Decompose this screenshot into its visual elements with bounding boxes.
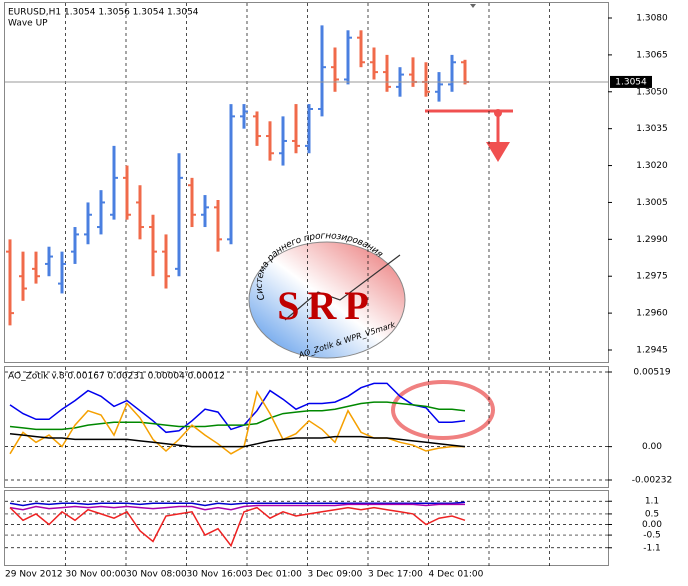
panel-title: AO_Zotik v.8 0.00167 0.00231 0.00004 0.0… xyxy=(8,372,225,382)
x-tick-label: 4 Dec 01:00 xyxy=(429,570,484,580)
y-tick-label: 0.00 xyxy=(642,520,662,530)
signal-arrow xyxy=(425,109,513,162)
shift-marker xyxy=(470,4,476,8)
y-tick-label: -0.5 xyxy=(643,531,661,541)
y-tick-label: 1.3020 xyxy=(636,161,668,171)
y-tick-label: -0.00232 xyxy=(632,476,672,486)
logo-title: SRP xyxy=(277,283,377,328)
x-tick-label: 30 Nov 08:00 xyxy=(126,570,187,580)
y-tick-label: 1.3080 xyxy=(636,14,668,24)
y-tick-label: 1.1 xyxy=(645,497,659,507)
x-tick-label: 3 Dec 17:00 xyxy=(368,570,423,580)
last-price-box xyxy=(610,75,652,88)
y-tick-label: 1.3035 xyxy=(636,124,668,134)
x-tick-label: 29 Nov 2012 xyxy=(5,570,63,580)
series-line xyxy=(9,501,466,507)
last-price-label: 1.3054 xyxy=(615,77,647,87)
y-tick-label: 0.00 xyxy=(642,442,662,452)
y-tick-label: -1.1 xyxy=(643,543,661,553)
y-tick-label: 0.00519 xyxy=(633,368,670,378)
panel-frames xyxy=(4,2,609,566)
series-line xyxy=(9,382,466,434)
x-tick-label: 3 Dec 09:00 xyxy=(308,570,363,580)
panel-title: EURUSD,H1 1.3054 1.3056 1.3054 1.3054 xyxy=(8,8,199,18)
series-line xyxy=(9,432,466,448)
highlight-ellipse xyxy=(391,380,495,440)
y-tick-label: 1.3005 xyxy=(636,198,668,208)
logo: Система раннего прогнозирования SRP AO_Z… xyxy=(248,231,406,360)
y-tick-label: 0.5 xyxy=(645,509,659,519)
series-line xyxy=(9,506,466,548)
y-tick-label: 1.2945 xyxy=(636,346,668,356)
y-tick-label: 1.3050 xyxy=(636,87,668,97)
series-line xyxy=(9,503,465,511)
series-line xyxy=(9,401,466,431)
y-tick-label: 1.2975 xyxy=(636,272,668,282)
y-tick-label: 1.3065 xyxy=(636,50,668,60)
y-tick-label: 1.2960 xyxy=(636,309,668,319)
x-tick-label: 3 Dec 01:00 xyxy=(247,570,302,580)
x-tick-label: 30 Nov 16:00 xyxy=(187,570,248,580)
y-tick-label: 1.2990 xyxy=(636,235,668,245)
panel-subtitle: Wave UP xyxy=(8,19,48,29)
x-tick-label: 30 Nov 00:00 xyxy=(66,570,127,580)
